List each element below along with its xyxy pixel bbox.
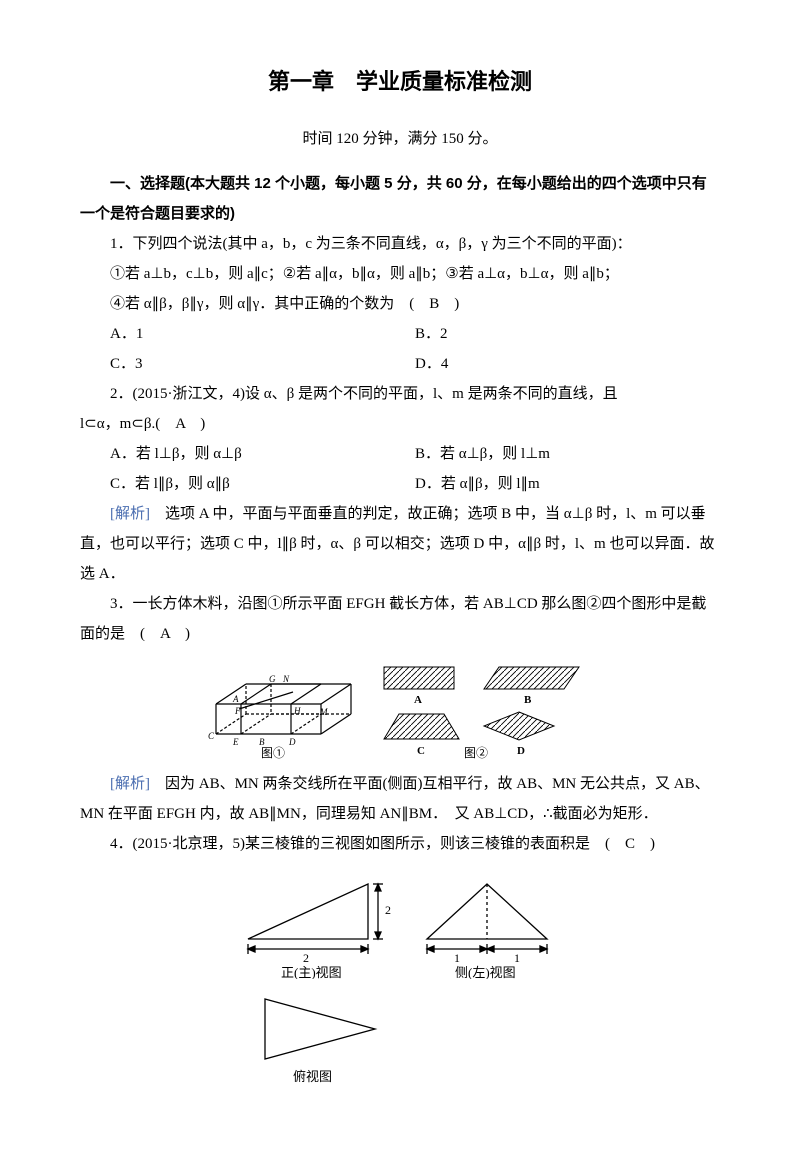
q2-analysis-text: 选项 A 中，平面与平面垂直的判定，故正确；选项 B 中，当 α⊥β 时，l、m…	[80, 506, 714, 582]
analysis-label: [解析]	[110, 776, 150, 792]
q4-stem: 4．(2015·北京理，5)某三棱锥的三视图如图所示，则该三棱锥的表面积是 ( …	[80, 829, 720, 859]
q3-shapes-icon: A B C D 图②	[369, 659, 599, 759]
q4-side-view-icon: 1 1 侧(左)视图	[407, 869, 567, 979]
chapter-title: 第一章 学业质量标准检测	[80, 60, 720, 104]
q3-analysis: [解析] 因为 AB、MN 两条交线所在平面(侧面)互相平行，故 AB、MN 无…	[80, 769, 720, 829]
svg-text:N: N	[282, 674, 290, 684]
svg-text:A: A	[414, 694, 422, 706]
q1-optB: B．2	[415, 319, 720, 349]
q1-options-row2: C．3 D．4	[80, 349, 720, 379]
q1-options-row1: A．1 B．2	[80, 319, 720, 349]
svg-text:C: C	[208, 731, 215, 741]
q2-optB: B．若 α⊥β，则 l⊥m	[415, 439, 720, 469]
q4-figures-row2: 俯视图	[80, 989, 720, 1089]
svg-text:M: M	[319, 707, 328, 717]
svg-text:1: 1	[514, 951, 520, 965]
q1-stem: 1．下列四个说法(其中 a，b，c 为三条不同直线，α，β，γ 为三个不同的平面…	[80, 229, 720, 259]
q4-front-view-icon: 2 2 正(主)视图	[233, 869, 403, 979]
q4-top-view-icon: 俯视图	[235, 989, 405, 1089]
q1-optC: C．3	[110, 349, 415, 379]
section-heading: 一、选择题(本大题共 12 个小题，每小题 5 分，共 60 分，在每小题给出的…	[80, 169, 720, 229]
q3-cuboid-icon: FE HG NM AB CD 图①	[201, 659, 366, 759]
svg-text:D: D	[517, 745, 525, 757]
q4-figures: 2 2 正(主)视图 1 1 侧(左)视图	[80, 869, 720, 979]
q3-analysis-text: 因为 AB、MN 两条交线所在平面(侧面)互相平行，故 AB、MN 无公共点，又…	[80, 776, 710, 822]
q1-optA: A．1	[110, 319, 415, 349]
q2-options-row2: C．若 l∥β，则 α∥β D．若 α∥β，则 l∥m	[80, 469, 720, 499]
q2-optA: A．若 l⊥β，则 α⊥β	[110, 439, 415, 469]
q2-optC: C．若 l∥β，则 α∥β	[110, 469, 415, 499]
svg-text:C: C	[417, 745, 425, 757]
q2-options-row1: A．若 l⊥β，则 α⊥β B．若 α⊥β，则 l⊥m	[80, 439, 720, 469]
q2-optD: D．若 α∥β，则 l∥m	[415, 469, 720, 499]
q1-line2: ④若 α∥β，β∥γ，则 α∥γ．其中正确的个数为 ( B )	[80, 289, 720, 319]
q2-analysis: [解析] 选项 A 中，平面与平面垂直的判定，故正确；选项 B 中，当 α⊥β …	[80, 499, 720, 589]
svg-text:F: F	[234, 706, 241, 716]
svg-text:G: G	[269, 674, 276, 684]
exam-info: 时间 120 分钟，满分 150 分。	[80, 124, 720, 154]
q2-stem2: l⊂α，m⊂β.( A )	[80, 409, 720, 439]
q3-stem: 3．一长方体木料，沿图①所示平面 EFGH 截长方体，若 AB⊥CD 那么图②四…	[80, 589, 720, 649]
svg-text:2: 2	[385, 903, 391, 917]
svg-text:D: D	[288, 737, 296, 747]
svg-text:图①: 图①	[261, 746, 285, 759]
q3-figures: F E H G N M A B C D 图① A B C D 图②	[80, 659, 720, 759]
svg-text:侧(左)视图: 侧(左)视图	[455, 965, 516, 979]
q1-optD: D．4	[415, 349, 720, 379]
svg-text:B: B	[524, 694, 532, 706]
svg-text:2: 2	[303, 951, 309, 965]
svg-text:正(主)视图: 正(主)视图	[281, 965, 342, 979]
q2-stem: 2．(2015·浙江文，4)设 α、β 是两个不同的平面，l、m 是两条不同的直…	[80, 379, 720, 409]
svg-text:E: E	[232, 737, 239, 747]
svg-text:H: H	[293, 706, 301, 716]
analysis-label: [解析]	[110, 506, 150, 522]
svg-text:A: A	[232, 694, 239, 704]
q1-line1: ①若 a⊥b，c⊥b，则 a∥c；②若 a∥α，b∥α，则 a∥b；③若 a⊥α…	[80, 259, 720, 289]
svg-text:图②: 图②	[464, 746, 488, 759]
svg-text:俯视图: 俯视图	[293, 1069, 332, 1084]
svg-text:1: 1	[454, 951, 460, 965]
